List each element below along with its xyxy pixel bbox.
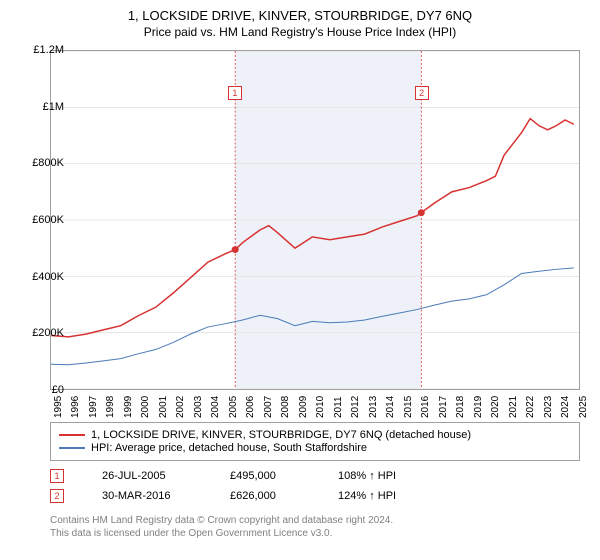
x-tick-label: 1996 [70, 396, 81, 418]
x-tick-label: 2002 [175, 396, 186, 418]
x-tick-label: 2020 [490, 396, 501, 418]
x-tick-label: 2015 [403, 396, 414, 418]
y-tick-label: £200K [32, 327, 64, 339]
y-tick-label: £400K [32, 271, 64, 283]
x-tick-label: 1995 [53, 396, 64, 418]
legend-label-hpi: HPI: Average price, detached house, Sout… [91, 442, 367, 454]
y-tick-label: £600K [32, 214, 64, 226]
x-tick-label: 2009 [298, 396, 309, 418]
legend-swatch-property [59, 434, 85, 436]
x-tick-label: 2018 [455, 396, 466, 418]
transaction-pct: 124% ↑ HPI [308, 490, 418, 502]
legend-row-property: 1, LOCKSIDE DRIVE, KINVER, STOURBRIDGE, … [59, 429, 571, 441]
transaction-price: £495,000 [200, 470, 300, 482]
title-main: 1, LOCKSIDE DRIVE, KINVER, STOURBRIDGE, … [0, 8, 600, 23]
x-tick-label: 2022 [525, 396, 536, 418]
transaction-date: 30-MAR-2016 [72, 490, 192, 502]
chart-plot-area [50, 50, 580, 390]
x-tick-label: 2013 [368, 396, 379, 418]
x-tick-label: 2017 [438, 396, 449, 418]
x-tick-label: 1999 [123, 396, 134, 418]
x-tick-label: 2021 [508, 396, 519, 418]
y-tick-label: £0 [52, 384, 64, 396]
transaction-price: £626,000 [200, 490, 300, 502]
x-tick-label: 2006 [245, 396, 256, 418]
x-tick-label: 2014 [385, 396, 396, 418]
x-tick-label: 2025 [578, 396, 589, 418]
x-tick-label: 1997 [88, 396, 99, 418]
legend-row-hpi: HPI: Average price, detached house, Sout… [59, 442, 571, 454]
transaction-row: 1 26-JUL-2005 £495,000 108% ↑ HPI [50, 466, 580, 486]
title-block: 1, LOCKSIDE DRIVE, KINVER, STOURBRIDGE, … [0, 0, 600, 43]
x-tick-label: 2023 [543, 396, 554, 418]
x-tick-label: 2001 [158, 396, 169, 418]
legend-label-property: 1, LOCKSIDE DRIVE, KINVER, STOURBRIDGE, … [91, 429, 471, 441]
footer-line-2: This data is licensed under the Open Gov… [50, 527, 580, 540]
legend-swatch-hpi [59, 447, 85, 449]
y-tick-label: £1.2M [33, 44, 64, 56]
x-tick-label: 2003 [193, 396, 204, 418]
callout-marker: 1 [228, 86, 242, 100]
x-tick-label: 2016 [420, 396, 431, 418]
x-tick-label: 2008 [280, 396, 291, 418]
y-tick-label: £1M [43, 101, 64, 113]
x-tick-label: 2012 [350, 396, 361, 418]
x-tick-label: 2010 [315, 396, 326, 418]
x-tick-label: 2011 [333, 396, 344, 418]
x-tick-label: 2024 [560, 396, 571, 418]
x-tick-label: 1998 [105, 396, 116, 418]
footer-line-1: Contains HM Land Registry data © Crown c… [50, 514, 580, 527]
x-tick-label: 2007 [263, 396, 274, 418]
transaction-marker: 1 [50, 469, 64, 483]
transaction-pct: 108% ↑ HPI [308, 470, 418, 482]
legend: 1, LOCKSIDE DRIVE, KINVER, STOURBRIDGE, … [50, 422, 580, 461]
callout-marker: 2 [415, 86, 429, 100]
chart-svg [51, 51, 579, 389]
x-tick-label: 2004 [210, 396, 221, 418]
x-tick-label: 2000 [140, 396, 151, 418]
footer: Contains HM Land Registry data © Crown c… [50, 514, 580, 540]
y-tick-label: £800K [32, 157, 64, 169]
x-tick-label: 2005 [228, 396, 239, 418]
title-sub: Price paid vs. HM Land Registry's House … [0, 25, 600, 39]
transaction-date: 26-JUL-2005 [72, 470, 192, 482]
transaction-table: 1 26-JUL-2005 £495,000 108% ↑ HPI 2 30-MAR-20… [50, 466, 580, 506]
transaction-row: 2 30-MAR-2016 £626,000 124% ↑ HPI [50, 486, 580, 506]
transaction-marker: 2 [50, 489, 64, 503]
chart-container: { "title": { "main": "1, LOCKSIDE DRIVE,… [0, 0, 600, 560]
x-tick-label: 2019 [473, 396, 484, 418]
